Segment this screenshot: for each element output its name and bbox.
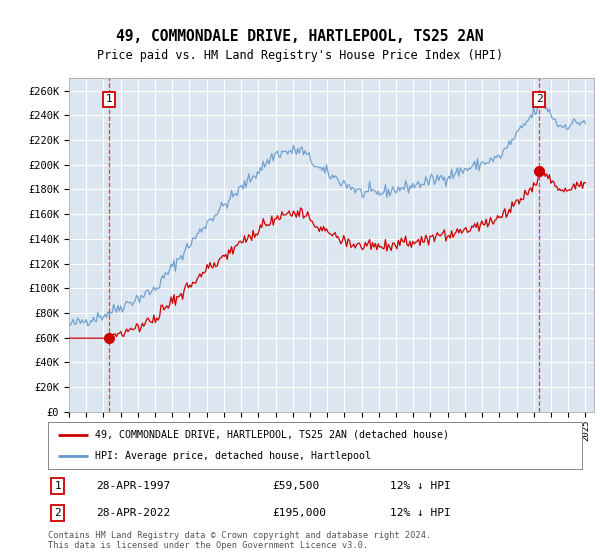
Text: 2: 2	[54, 508, 61, 518]
Text: 2: 2	[536, 95, 542, 104]
Text: £59,500: £59,500	[272, 481, 320, 491]
Text: Price paid vs. HM Land Registry's House Price Index (HPI): Price paid vs. HM Land Registry's House …	[97, 49, 503, 63]
Text: 28-APR-1997: 28-APR-1997	[96, 481, 170, 491]
Text: 12% ↓ HPI: 12% ↓ HPI	[390, 508, 451, 518]
Text: 12% ↓ HPI: 12% ↓ HPI	[390, 481, 451, 491]
Text: 28-APR-2022: 28-APR-2022	[96, 508, 170, 518]
Text: Contains HM Land Registry data © Crown copyright and database right 2024.
This d: Contains HM Land Registry data © Crown c…	[48, 531, 431, 550]
Text: 49, COMMONDALE DRIVE, HARTLEPOOL, TS25 2AN (detached house): 49, COMMONDALE DRIVE, HARTLEPOOL, TS25 2…	[95, 430, 449, 440]
Text: HPI: Average price, detached house, Hartlepool: HPI: Average price, detached house, Hart…	[95, 451, 371, 461]
Text: 49, COMMONDALE DRIVE, HARTLEPOOL, TS25 2AN: 49, COMMONDALE DRIVE, HARTLEPOOL, TS25 2…	[116, 29, 484, 44]
Text: 1: 1	[106, 95, 112, 104]
Text: 1: 1	[54, 481, 61, 491]
Text: £195,000: £195,000	[272, 508, 326, 518]
